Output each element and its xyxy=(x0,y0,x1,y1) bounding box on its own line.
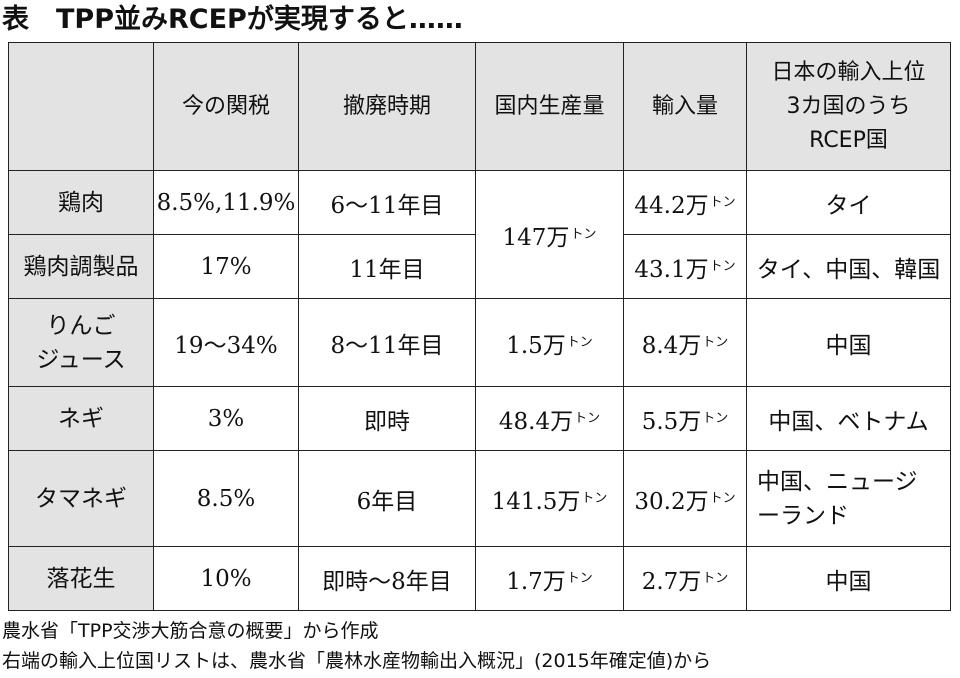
row-name: タマネギ xyxy=(8,450,154,547)
ton-unit: トン xyxy=(574,410,601,426)
domestic-value: 147万 xyxy=(502,224,570,251)
ton-unit: トン xyxy=(581,490,608,506)
imports-value: 5.5万 xyxy=(641,408,702,435)
domestic-cell: 1.5万トン xyxy=(475,298,624,387)
ton-unit: トン xyxy=(702,334,729,350)
footnote-country-list: 右端の輸入上位国リストは、農水省「農林水産物輸出入概況」(2015年確定値)から xyxy=(2,650,712,672)
abolish-cell: 8～11年目 xyxy=(298,298,476,387)
row-name: 鶏肉調製品 xyxy=(8,234,154,299)
header-countries: 日本の輸入上位 3カ国のうち RCEP国 xyxy=(746,42,951,171)
abolish-cell: 11年目 xyxy=(298,234,476,299)
countries-cell: タイ、中国、韓国 xyxy=(746,234,951,299)
ton-unit: トン xyxy=(566,570,593,586)
countries-cell: タイ xyxy=(746,170,951,235)
abolish-cell: 即時 xyxy=(298,386,476,451)
abolish-cell: 6年目 xyxy=(298,450,476,547)
tariff-table: 今の関税 撤廃時期 国内生産量 輸入量 日本の輸入上位 3カ国のうち RCEP国… xyxy=(8,42,951,611)
header-corner xyxy=(8,42,154,171)
table-row: ネギ 3% 即時 48.4万トン 5.5万トン 中国、ベトナム xyxy=(8,386,951,451)
countries-line1: 中国、ニュージ xyxy=(757,468,918,495)
countries-line2: ーランド xyxy=(757,502,849,529)
header-abolish: 撤廃時期 xyxy=(298,42,476,171)
domestic-cell: 48.4万トン xyxy=(475,386,624,451)
imports-cell: 8.4万トン xyxy=(623,298,747,387)
ton-unit: トン xyxy=(702,570,729,586)
tariff-cell: 10% xyxy=(153,546,299,611)
imports-cell: 5.5万トン xyxy=(623,386,747,451)
table-title: 表 TPP並みRCEPが実現すると…… xyxy=(2,4,463,35)
imports-value: 43.1万 xyxy=(634,256,709,283)
ton-unit: トン xyxy=(566,334,593,350)
imports-value: 44.2万 xyxy=(634,192,709,219)
imports-cell: 43.1万トン xyxy=(623,234,747,299)
footnote-source: 農水省「TPP交渉大筋合意の概要」から作成 xyxy=(2,620,379,642)
countries-cell: 中国 xyxy=(746,298,951,387)
header-row: 今の関税 撤廃時期 国内生産量 輸入量 日本の輸入上位 3カ国のうち RCEP国 xyxy=(8,42,951,171)
ton-unit: トン xyxy=(709,490,736,506)
row-name: りんご ジュース xyxy=(8,298,154,387)
ton-unit: トン xyxy=(570,226,597,242)
row-name: ネギ xyxy=(8,386,154,451)
domestic-value: 141.5万 xyxy=(491,488,581,515)
header-tariff: 今の関税 xyxy=(153,42,299,171)
table-row: 鶏肉 8.5%,11.9% 6～11年目 147万トン 44.2万トン タイ xyxy=(8,170,951,299)
row-name-line1: りんご xyxy=(46,312,116,339)
ton-unit: トン xyxy=(702,410,729,426)
countries-cell: 中国、ベトナム xyxy=(746,386,951,451)
ton-unit: トン xyxy=(709,194,736,210)
domestic-cell: 147万トン xyxy=(475,170,624,299)
tariff-cell: 8.5% xyxy=(153,450,299,547)
table-row: りんご ジュース 19～34% 8～11年目 1.5万トン 8.4万トン 中国 xyxy=(8,298,951,387)
countries-cell: 中国、ニュージ ーランド xyxy=(746,450,951,547)
abolish-cell: 6～11年目 xyxy=(298,170,476,235)
domestic-value: 1.7万 xyxy=(506,568,566,595)
table-row: タマネギ 8.5% 6年目 141.5万トン 30.2万トン 中国、ニュージ ー… xyxy=(8,450,951,547)
imports-cell: 44.2万トン xyxy=(623,170,747,235)
header-countries-line2: 3カ国のうち xyxy=(786,93,911,119)
table-row: 落花生 10% 即時～8年目 1.7万トン 2.7万トン 中国 xyxy=(8,546,951,611)
ton-unit: トン xyxy=(709,258,736,274)
imports-value: 8.4万 xyxy=(641,332,702,359)
row-name-line2: ジュース xyxy=(36,346,126,373)
row-name: 落花生 xyxy=(8,546,154,611)
tariff-cell: 19～34% xyxy=(153,298,299,387)
domestic-cell: 1.7万トン xyxy=(475,546,624,611)
table-row: 鶏肉調製品 17% 11年目 43.1万トン タイ、中国、韓国 xyxy=(8,234,951,299)
imports-value: 30.2万 xyxy=(634,488,709,515)
row-name: 鶏肉 xyxy=(8,170,154,235)
imports-cell: 2.7万トン xyxy=(623,546,747,611)
header-countries-line1: 日本の輸入上位 xyxy=(771,59,926,85)
tariff-cell: 3% xyxy=(153,386,299,451)
header-domestic: 国内生産量 xyxy=(475,42,624,171)
header-countries-line3: RCEP国 xyxy=(809,127,888,153)
tariff-cell: 8.5%,11.9% xyxy=(153,170,299,235)
abolish-cell: 即時～8年目 xyxy=(298,546,476,611)
imports-value: 2.7万 xyxy=(641,568,702,595)
imports-cell: 30.2万トン xyxy=(623,450,747,547)
domestic-value: 48.4万 xyxy=(498,408,574,435)
countries-cell: 中国 xyxy=(746,546,951,611)
tariff-cell: 17% xyxy=(153,234,299,299)
header-imports: 輸入量 xyxy=(623,42,747,171)
domestic-value: 1.5万 xyxy=(506,332,566,359)
domestic-cell: 141.5万トン xyxy=(475,450,624,547)
